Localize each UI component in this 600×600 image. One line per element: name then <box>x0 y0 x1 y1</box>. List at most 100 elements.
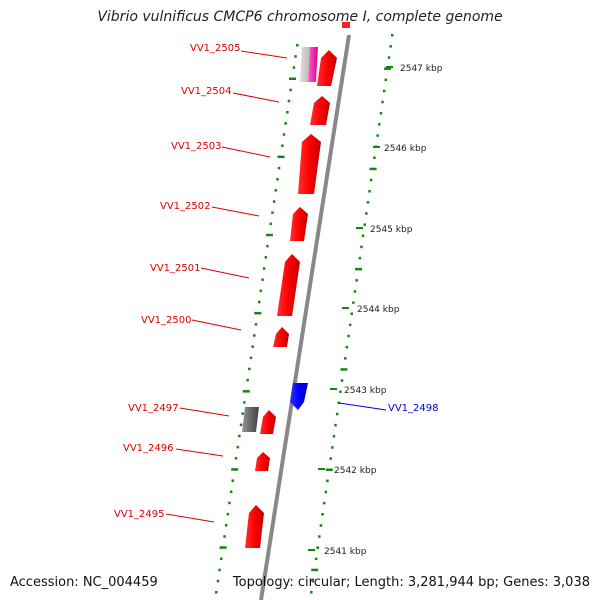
gc-dot <box>296 44 299 47</box>
gc-dot <box>355 267 362 271</box>
gc-dot <box>272 200 276 203</box>
gc-dot <box>220 557 223 560</box>
gc-dot <box>361 234 365 237</box>
chromosome-backbone <box>259 34 351 600</box>
gc-dot <box>355 279 358 282</box>
backbone-top-cap <box>342 22 350 28</box>
gc-dot <box>329 457 332 460</box>
gc-dot <box>289 77 296 80</box>
gc-dot <box>332 435 336 438</box>
gene-label-vv1-2495[interactable]: VV1_2495 <box>114 509 165 520</box>
gc-dot <box>384 67 392 70</box>
gc-dot <box>239 423 243 427</box>
gc-dot <box>246 378 249 382</box>
gc-dot <box>236 445 239 449</box>
gc-dot <box>241 412 244 415</box>
gc-dot <box>251 345 254 348</box>
gc-dot <box>218 568 221 572</box>
gc-dot <box>277 166 281 170</box>
gc-dot <box>277 155 285 159</box>
gene-arrow-vv1-2495[interactable] <box>245 505 264 548</box>
gc-dot <box>358 256 362 260</box>
gc-dot <box>368 190 371 193</box>
gc-dot <box>347 334 350 338</box>
gene-label-vv1-2501[interactable]: VV1_2501 <box>150 263 201 274</box>
gc-dot <box>262 267 266 270</box>
gc-dot <box>264 256 268 259</box>
gc-dot <box>311 568 319 572</box>
gc-dot <box>391 34 394 37</box>
gene-label-vv1-2500[interactable]: VV1_2500 <box>141 315 192 326</box>
gc-dot <box>335 412 339 416</box>
accession-label: Accession: NC_004459 <box>10 575 158 590</box>
gc-dot <box>292 66 296 69</box>
gc-dot <box>266 244 269 248</box>
gc-dot <box>389 45 392 48</box>
gc-dot <box>254 323 258 326</box>
gc-dot <box>334 423 337 427</box>
gc-dot <box>219 546 227 549</box>
gc-dot <box>216 579 220 583</box>
gene-label-vv1-2505[interactable]: VV1_2505 <box>190 43 241 54</box>
gc-dot <box>324 490 328 494</box>
gene-arrow-vv1-2498[interactable] <box>290 383 308 410</box>
gene-label-vv1-2502[interactable]: VV1_2502 <box>160 201 211 212</box>
gc-dot <box>265 233 273 237</box>
gc-dot <box>369 178 373 182</box>
scale-label: 2547 kbp <box>400 64 443 74</box>
gc-dot <box>345 345 349 349</box>
gc-dot <box>340 368 348 371</box>
gc-dot <box>365 212 368 215</box>
gc-dot <box>282 133 286 136</box>
gc-dot <box>243 401 246 404</box>
gc-dot <box>366 201 370 204</box>
gc-dot <box>331 446 334 449</box>
gc-dot <box>373 156 376 159</box>
gc-dot <box>287 99 291 103</box>
gc-dot <box>276 178 279 181</box>
gc-dot <box>360 245 363 249</box>
gc-dot <box>321 513 324 516</box>
gene-arrow-vv1-2504[interactable] <box>310 96 330 125</box>
gc-dot <box>348 323 352 327</box>
gene-arrow-vv1-2503[interactable] <box>298 134 321 194</box>
gene-arrow-vv1-2501[interactable] <box>277 254 300 316</box>
gc-dot <box>376 134 379 137</box>
gc-dot <box>379 112 383 115</box>
gene-arrow-vv1-2497[interactable] <box>260 410 276 434</box>
gc-dot <box>261 278 264 281</box>
gene-label-vv1-2496[interactable]: VV1_2496 <box>123 443 174 454</box>
scale-label: 2546 kbp <box>384 144 427 154</box>
gc-dot <box>314 557 318 561</box>
gc-dot <box>271 211 274 214</box>
gene-arrow-vv1-2496[interactable] <box>255 452 270 471</box>
gc-dot <box>318 535 321 538</box>
scale-label: 2543 kbp <box>344 386 387 396</box>
scale-ticks: 2547 kbp 2546 kbp 2545 kbp 2544 kbp 2543… <box>308 64 443 557</box>
gc-dot <box>231 479 234 482</box>
gc-dot <box>274 189 277 192</box>
gc-dot <box>387 56 391 59</box>
gc-dot <box>242 390 250 393</box>
gene-label-vv1-2503[interactable]: VV1_2503 <box>171 141 222 152</box>
gc-dot <box>234 457 238 460</box>
gc-dot <box>369 167 377 171</box>
gc-dot <box>339 390 342 393</box>
rna-feature-grey <box>242 407 259 432</box>
gene-arrow-vv1-2502[interactable] <box>290 207 308 241</box>
gc-dot <box>254 311 262 315</box>
gene-arrow-vv1-2500[interactable] <box>273 327 289 347</box>
gc-dot <box>249 356 253 360</box>
gc-dot <box>231 468 239 471</box>
gc-dot <box>340 379 344 382</box>
gc-dot <box>258 300 261 304</box>
gc-dot <box>323 501 326 505</box>
gc-dot <box>353 290 357 293</box>
gene-label-vv1-2504[interactable]: VV1_2504 <box>181 86 232 97</box>
gc-dot <box>269 222 273 226</box>
gene-label-vv1-2498[interactable]: VV1_2498 <box>388 403 439 414</box>
gene-arrow-vv1-2505[interactable] <box>317 50 337 86</box>
gc-content-track <box>215 34 394 594</box>
gc-dot <box>229 490 233 493</box>
gene-label-vv1-2497[interactable]: VV1_2497 <box>128 403 179 414</box>
